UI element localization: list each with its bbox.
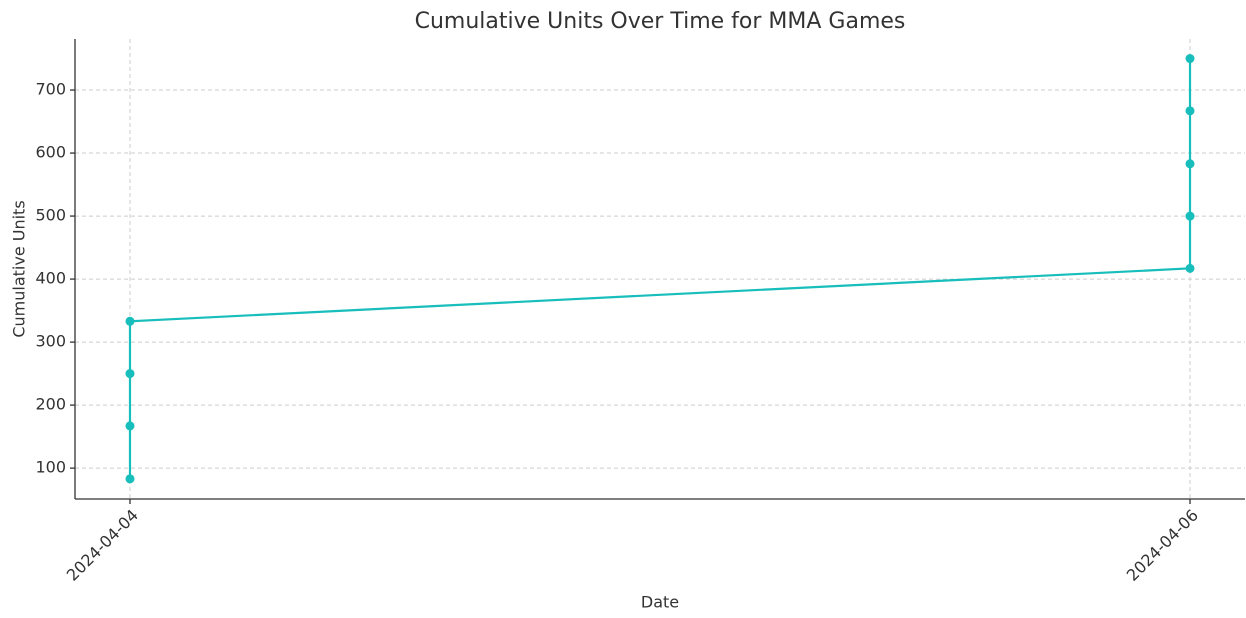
- chart-title: Cumulative Units Over Time for MMA Games: [415, 9, 906, 34]
- y-tick-label: 300: [35, 332, 66, 351]
- marker: [1185, 263, 1195, 273]
- y-axis-label: Cumulative Units: [10, 200, 29, 337]
- y-tick-label: 700: [35, 80, 66, 99]
- line: [128, 58, 1192, 479]
- y-tick-label: 500: [35, 206, 66, 225]
- marker: [1185, 54, 1195, 64]
- y-tick-label: 100: [35, 458, 66, 477]
- marker: [1185, 211, 1195, 221]
- marker: [125, 474, 135, 484]
- y-tick-label: 200: [35, 395, 66, 414]
- marker: [1185, 106, 1195, 116]
- marker: [125, 421, 135, 431]
- y-tick-label: 600: [35, 143, 66, 162]
- marker: [1185, 159, 1195, 169]
- marker: [125, 369, 135, 379]
- x-axis-label: Date: [641, 593, 679, 612]
- marker: [125, 316, 135, 326]
- x-tick-label: 2024-04-04: [63, 506, 142, 585]
- y-tick-label: 400: [35, 269, 66, 288]
- x-tick-label: 2024-04-06: [1123, 506, 1202, 585]
